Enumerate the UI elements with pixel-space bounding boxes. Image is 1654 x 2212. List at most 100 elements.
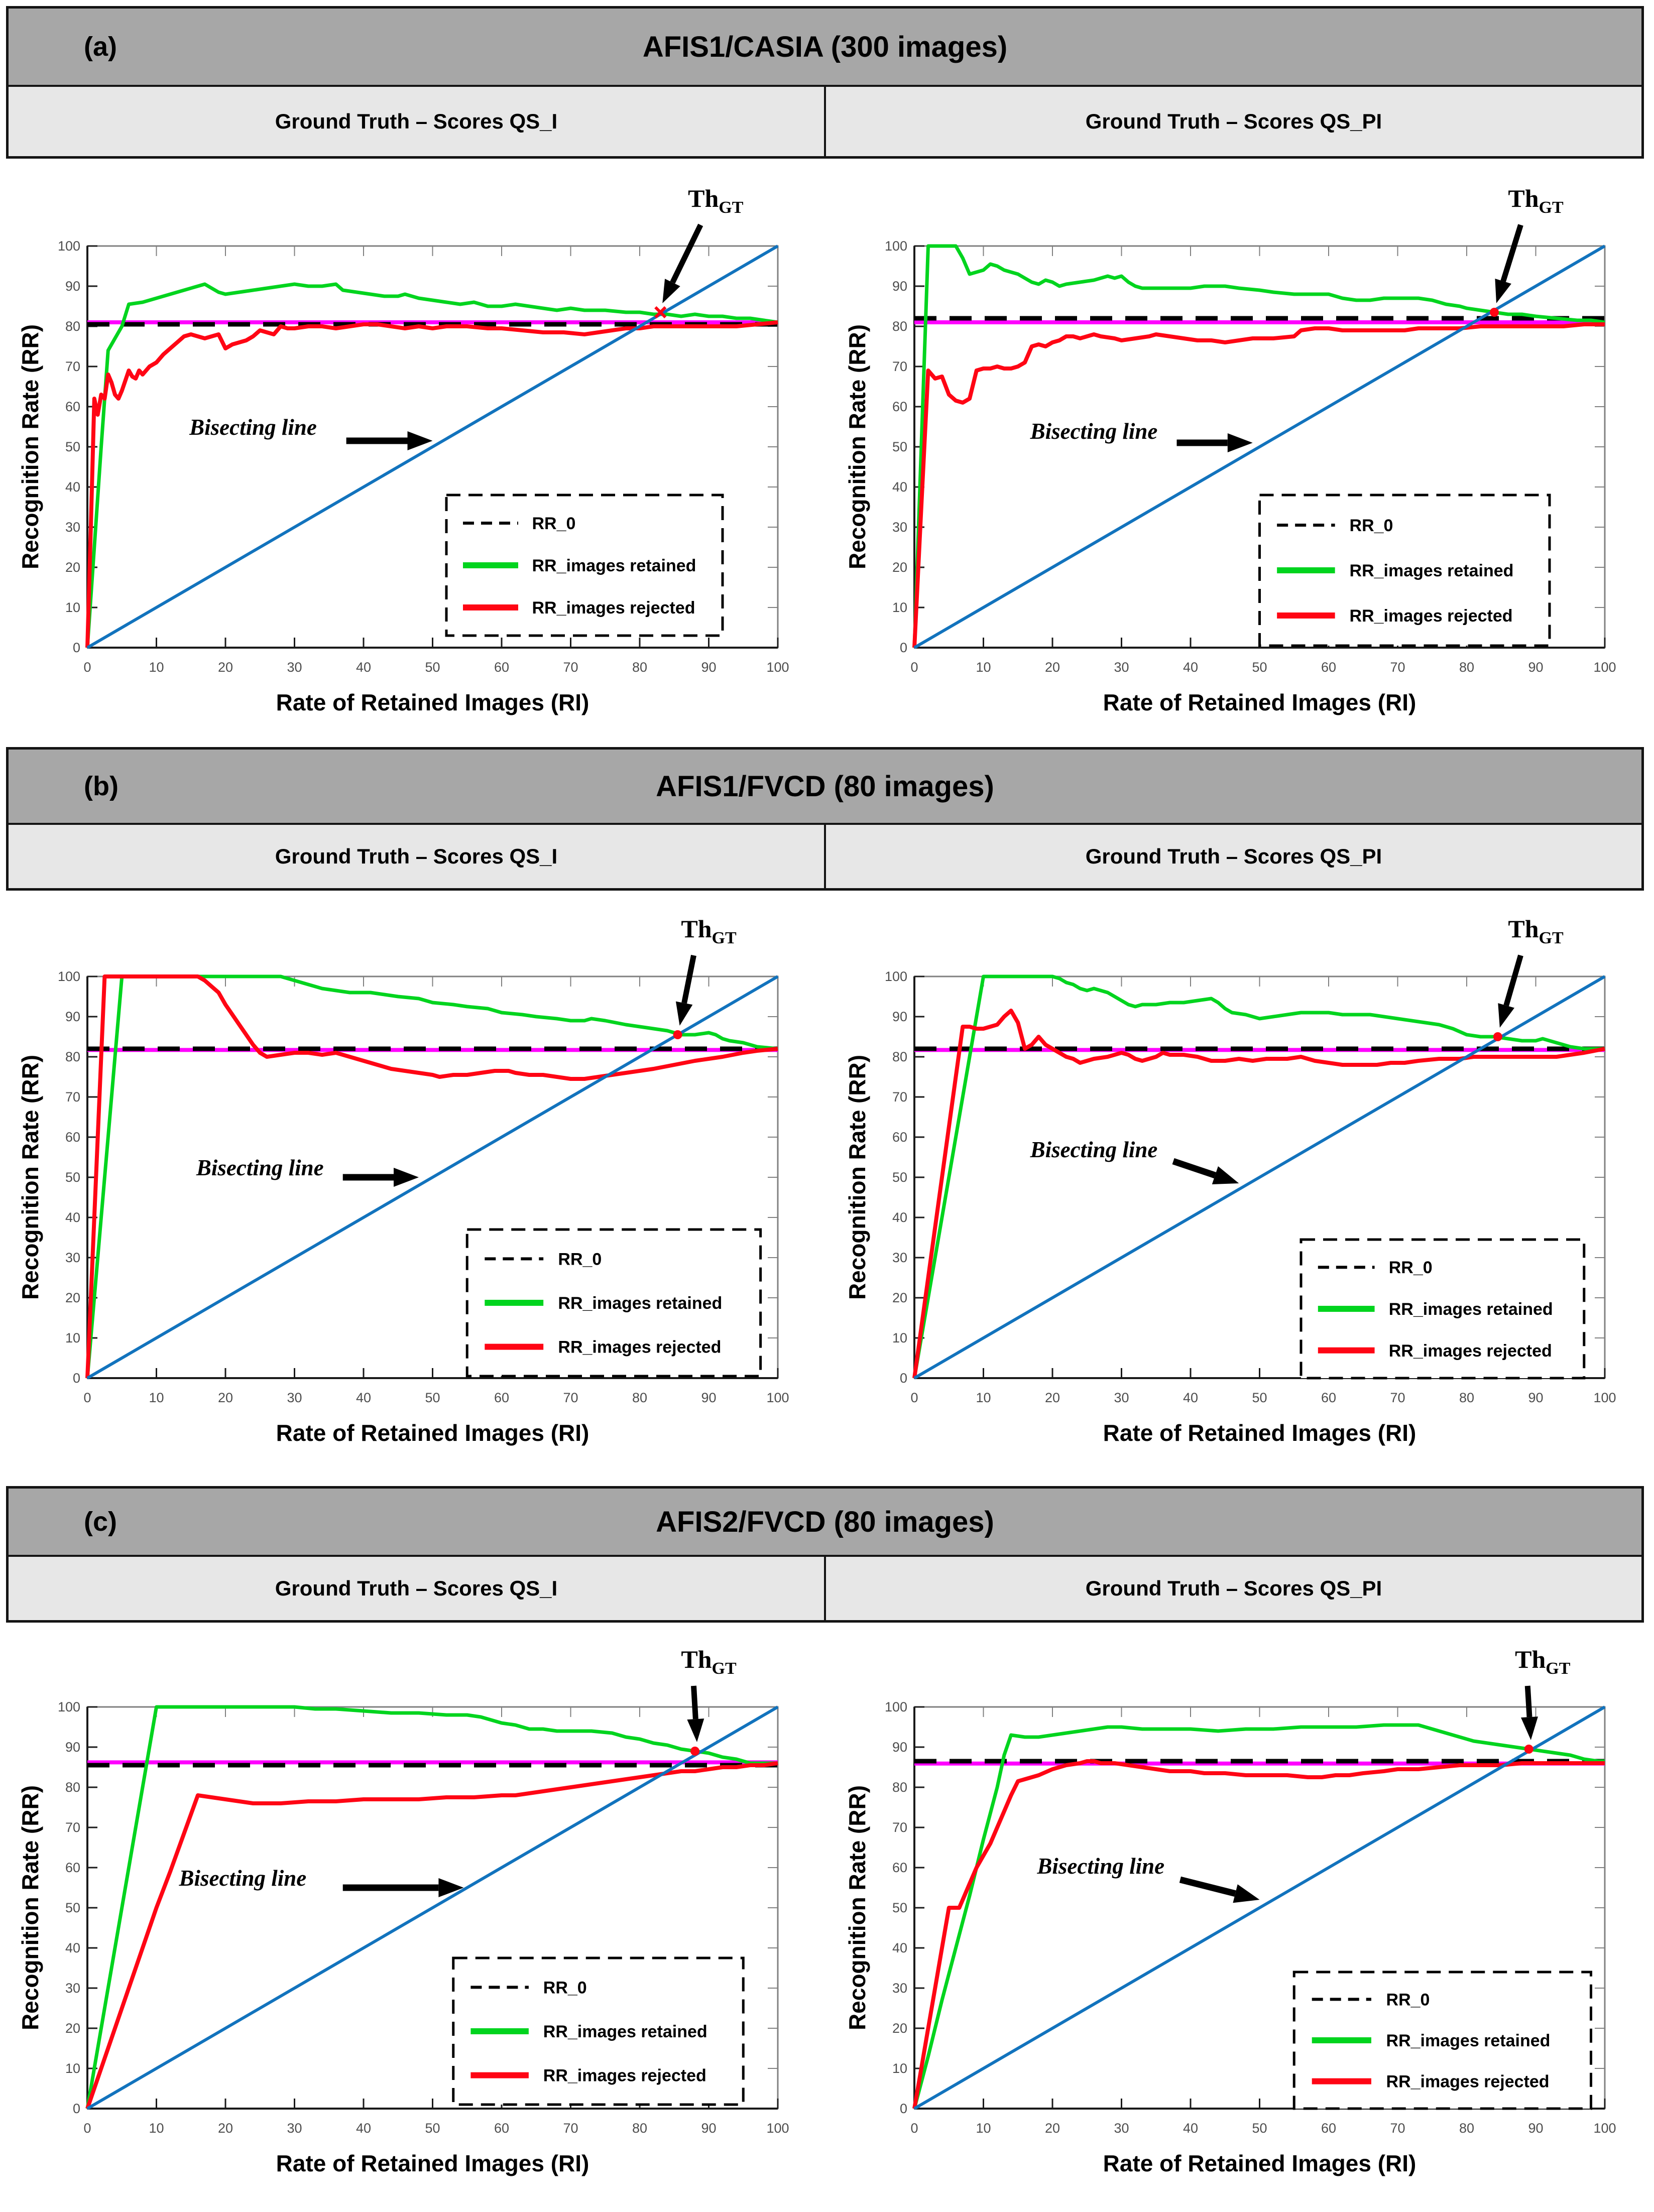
threshold-annotation-arrow-head: [1494, 279, 1511, 303]
chart-b-left: 0 10 20 30 40 50 60 70 80 90 100 0 10 20 30 40 50 60 70 80 9…: [0, 896, 827, 1471]
chart-a-left-svg: 0 10 20 30 40 50 60 70 80 90 100 0 10 20 30 40 50 60 70 80 9…: [17, 184, 789, 715]
y-tick-label: 10: [65, 2061, 80, 2076]
y-tick-label: 30: [65, 520, 80, 535]
x-tick-label: 0: [910, 1390, 918, 1405]
legend-entry-label: RR_images rejected: [1388, 1341, 1552, 1361]
x-axis-label: Rate of Retained Images (RI): [276, 1420, 589, 1446]
panel-a-subheaders: Ground Truth – Scores QS_I Ground Truth …: [9, 87, 1641, 156]
y-tick-label: 10: [65, 600, 80, 615]
legend-entry-label: RR_0: [532, 514, 575, 533]
panel-c-header: (c) AFIS2/FVCD (80 images) Ground Truth …: [6, 1486, 1644, 1623]
y-tick-label: 60: [65, 1860, 80, 1875]
panel-b-charts: 0 10 20 30 40 50 60 70 80 90 100 0 10 20 30 40 50 60 70 80 9…: [0, 896, 1654, 1471]
y-tick-label: 20: [65, 1290, 80, 1305]
x-tick-label: 80: [1459, 2121, 1474, 2136]
panel-c-label: (c): [84, 1507, 117, 1537]
panel-a-charts: 0 10 20 30 40 50 60 70 80 90 100 0 10 20 30 40 50 60 70 80 9…: [0, 166, 1654, 741]
series-rr-images-retained: [85, 974, 778, 1379]
threshold-marker-dot: [1493, 1032, 1502, 1041]
bisecting-line: [86, 975, 779, 1380]
threshold-annotation-label: ThGT: [681, 915, 737, 947]
x-tick-label: 0: [83, 660, 91, 675]
x-axis-label: Rate of Retained Images (RI): [276, 689, 589, 715]
panel-a-label: (a): [84, 32, 117, 62]
x-tick-label: 50: [1252, 1390, 1267, 1405]
x-tick-label: 0: [83, 1390, 91, 1405]
chart-b-right-svg: 0 10 20 30 40 50 60 70 80 90 100 0 10 20 30 40 50 60 70 80 9…: [844, 915, 1616, 1446]
y-tick-label: 80: [892, 319, 907, 334]
series-rr-images-retained: [912, 244, 1605, 648]
chart-a-right: 0 10 20 30 40 50 60 70 80 90 100 0 10 20 30 40 50 60 70 80 9…: [827, 166, 1654, 741]
bisecting-annotation-label: Bisecting line: [1036, 1854, 1164, 1879]
x-tick-label: 70: [563, 2121, 578, 2136]
y-axis-label: Recognition Rate (RR): [844, 324, 870, 569]
x-tick-label: 50: [425, 1390, 440, 1405]
y-tick-label: 30: [892, 1250, 907, 1265]
x-tick-label: 70: [563, 1390, 578, 1405]
panel-b-column-qspi: Ground Truth – Scores QS_PI: [824, 825, 1641, 888]
y-tick-label: 80: [892, 1780, 907, 1795]
y-tick-label: 60: [65, 1130, 80, 1145]
legend-entry-label: RR_images rejected: [1386, 2072, 1549, 2092]
x-tick-label: 90: [701, 2121, 716, 2136]
y-tick-label: 80: [65, 1780, 80, 1795]
y-tick-label: 0: [72, 2101, 80, 2116]
y-tick-label: 40: [892, 1210, 907, 1225]
series-rr-images-rejected: [85, 974, 778, 1379]
y-tick-label: 20: [65, 560, 80, 575]
y-tick-label: 10: [892, 600, 907, 615]
y-tick-label: 30: [892, 1981, 907, 1996]
x-tick-label: 10: [149, 1390, 164, 1405]
series-rr-images-retained: [85, 282, 778, 648]
x-tick-label: 60: [1321, 2121, 1336, 2136]
threshold-marker-dot: [1489, 308, 1499, 317]
chart-b-right: 0 10 20 30 40 50 60 70 80 90 100 0 10 20 30 40 50 60 70 80 9…: [827, 896, 1654, 1471]
chart-c-left: 0 10 20 30 40 50 60 70 80 90 100 0 10 20 30 40 50 60 70 80 9…: [0, 1627, 827, 2201]
y-tick-label: 60: [892, 399, 907, 414]
x-tick-label: 30: [287, 660, 302, 675]
legend-entry-label: RR_images rejected: [558, 1338, 721, 1357]
x-tick-label: 10: [149, 2121, 164, 2136]
chart-b-left-svg: 0 10 20 30 40 50 60 70 80 90 100 0 10 20 30 40 50 60 70 80 9…: [17, 915, 789, 1446]
y-tick-label: 80: [892, 1049, 907, 1064]
y-tick-label: 100: [57, 1699, 80, 1714]
y-tick-label: 50: [65, 1170, 80, 1185]
y-tick-label: 0: [72, 1371, 80, 1386]
x-tick-label: 40: [1183, 660, 1198, 675]
y-tick-label: 10: [892, 2061, 907, 2076]
y-tick-label: 30: [65, 1250, 80, 1265]
legend-entry-label: RR_images retained: [558, 1294, 722, 1313]
x-tick-label: 0: [910, 660, 918, 675]
y-tick-label: 10: [892, 1330, 907, 1345]
x-tick-label: 50: [1252, 660, 1267, 675]
chart-c-left-svg: 0 10 20 30 40 50 60 70 80 90 100 0 10 20 30 40 50 60 70 80 9…: [17, 1645, 789, 2176]
threshold-annotation-label: ThGT: [1515, 1645, 1571, 1678]
legend-entry-label: RR_0: [558, 1250, 602, 1269]
threshold-annotation-arrow-head: [686, 1718, 704, 1742]
panel-a-title: AFIS1/CASIA (300 images): [642, 30, 1008, 63]
threshold-annotation-label: ThGT: [688, 184, 744, 217]
x-tick-label: 30: [1114, 660, 1129, 675]
x-axis-label: Rate of Retained Images (RI): [1103, 1420, 1416, 1446]
x-tick-label: 70: [1390, 2121, 1405, 2136]
panel-c-column-qspi: Ground Truth – Scores QS_PI: [824, 1557, 1641, 1620]
y-tick-label: 20: [892, 2021, 907, 2036]
panel-b-subheaders: Ground Truth – Scores QS_I Ground Truth …: [9, 825, 1641, 888]
threshold-annotation-label: ThGT: [1508, 184, 1564, 217]
x-tick-label: 100: [1593, 1390, 1616, 1405]
x-tick-label: 30: [1114, 2121, 1129, 2136]
x-tick-label: 90: [1528, 1390, 1543, 1405]
x-tick-label: 20: [1044, 2121, 1059, 2136]
y-axis-label: Recognition Rate (RR): [844, 1055, 870, 1300]
x-tick-label: 10: [976, 2121, 991, 2136]
y-tick-label: 70: [65, 1820, 80, 1835]
y-tick-label: 90: [65, 279, 80, 294]
x-tick-label: 50: [425, 2121, 440, 2136]
x-tick-label: 60: [494, 660, 509, 675]
x-tick-label: 90: [1528, 660, 1543, 675]
panel-c-charts: 0 10 20 30 40 50 60 70 80 90 100 0 10 20 30 40 50 60 70 80 9…: [0, 1627, 1654, 2201]
panel-b-header: (b) AFIS1/FVCD (80 images) Ground Truth …: [6, 747, 1644, 891]
y-tick-label: 0: [899, 2101, 907, 2116]
legend-entry-label: RR_0: [543, 1978, 586, 1997]
x-axis-label: Rate of Retained Images (RI): [276, 2150, 589, 2176]
